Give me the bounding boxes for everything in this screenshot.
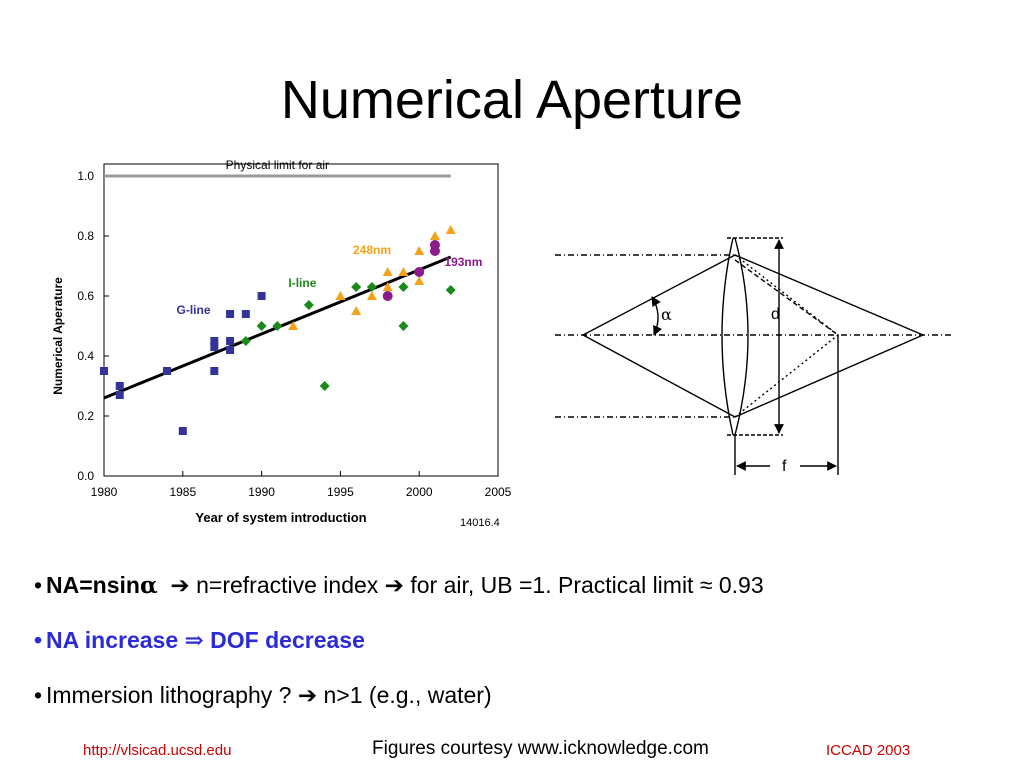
na-increase-text: NA increase [46,627,185,653]
kr-248nm-point [382,267,393,276]
y-tick-label: 0.6 [77,289,94,303]
kr-248nm-point [414,246,425,255]
refractive-index-text: n=refractive index [189,572,385,598]
d-label: d [771,306,780,323]
left-ray-bottom [582,334,924,418]
i-line-point [240,336,251,346]
i-line-point [398,321,409,331]
lens-diagram: α d f [555,237,953,475]
left-ray-top [582,254,924,336]
x-tick-label: 1995 [327,485,354,499]
i-line-point [256,321,267,331]
kr-248nm-point [366,291,377,300]
na-chart: 1980 1985 1990 1995 2000 2005 0.0 0.2 0.4 0.6 0.8 1… [51,160,512,529]
i-line-point [272,321,283,331]
physical-limit-label: Physical limit for air [226,160,329,172]
arrow-icon: ➔ [297,683,318,709]
i-line-point [398,282,409,292]
y-tick-label: 0.4 [77,349,94,363]
g-line-point [115,391,124,399]
g-line-point [100,367,108,375]
x-tick-label: 2000 [406,485,433,499]
focal-ray-inner [734,259,839,336]
bullet-list: • NA=nsinα ➔ n=refractive index ➔ for air… [34,570,994,735]
x-tick-label: 1980 [91,485,118,499]
i-line-point [366,282,377,292]
immersion-text: Immersion lithography ? [46,682,298,708]
i-line-point [351,282,362,292]
alpha-arc [651,296,663,336]
kr-248nm-point [429,231,440,240]
lens-body [721,237,749,436]
dof-decrease-text: DOF decrease [203,627,365,653]
series-label-i-line: I-line [288,276,316,290]
water-text: n>1 (e.g., water) [317,682,492,708]
figure-id: 14016.4 [460,517,500,529]
g-line-point [241,310,250,318]
na-formula: NA=nsin [46,572,140,598]
alpha-label: α [661,305,672,324]
g-line-point [226,310,235,318]
g-line-point [226,346,235,354]
footer-credit: Figures courtesy www.icknowledge.com [372,738,709,759]
g-line-point [163,367,172,375]
bullet-immersion: • Immersion lithography ? ➔ n>1 (e.g., wa… [34,682,492,709]
g-line-point [210,337,219,345]
g-line-point [210,367,219,375]
y-tick-label: 0.8 [77,229,94,243]
g-line-point [226,337,235,345]
footer-url[interactable]: http://vlsicad.ucsd.edu [83,742,232,759]
slide-title: Numerical Aperture [280,70,744,130]
kr-248nm-point [335,291,346,300]
arf-193nm-point [429,240,440,250]
arrow-icon: ➔ [170,573,190,599]
i-line-point [319,381,330,391]
implies-icon: ⇒ [184,627,204,654]
kr-248nm-point [351,306,362,315]
kr-248nm-point [445,225,456,234]
plot-frame [103,163,499,477]
g-line-point [115,382,124,390]
footer-venue: ICCAD 2003 [826,742,911,759]
g-line-point [178,427,187,435]
x-tick-label: 1990 [248,485,275,499]
i-line-point [445,285,456,295]
x-axis-label: Year of system introduction [195,510,366,525]
y-tick-label: 0.2 [77,409,94,423]
focal-ray [734,254,840,418]
alpha-symbol: α [139,572,158,599]
practical-limit-text: for air, UB =1. Practical limit ≈ 0.93 [403,572,764,598]
arf-193nm-point [382,291,393,301]
g-line-point [257,292,266,300]
series-label-g-line: G-line [176,303,210,317]
g-line-point [210,343,219,351]
i-line-point [303,300,314,310]
x-tick-label: 1985 [169,485,196,499]
arrow-icon: ➔ [384,573,404,599]
y-tick-label: 0.0 [77,469,94,483]
kr-248nm-point [382,282,393,291]
kr-248nm-point [398,267,409,276]
series-label-193nm: 193nm [444,255,482,269]
bullet-na-formula: • NA=nsinα ➔ n=refractive index ➔ for air… [34,572,764,599]
arf-193nm-point [414,267,425,277]
y-axis-label: Numerical Aperature [51,277,65,395]
f-label: f [782,458,787,475]
kr-248nm-point [414,276,425,285]
series-label-248nm: 248nm [353,243,391,257]
bullet-na-dof: • NA increase ⇒ DOF decrease [34,627,365,654]
kr-248nm-point [288,321,299,330]
x-tick-label: 2005 [485,485,512,499]
y-tick-label: 1.0 [77,169,94,183]
